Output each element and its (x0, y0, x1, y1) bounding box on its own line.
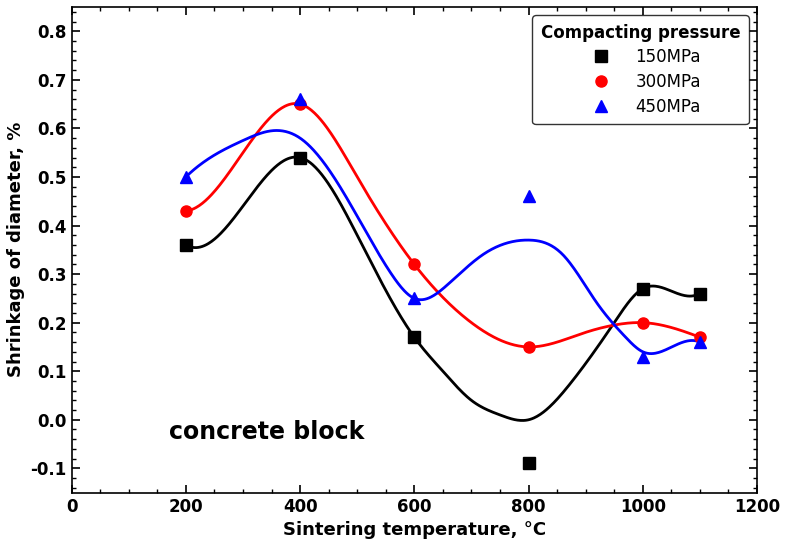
450MPa (695, 339, 704, 346)
150MPa (181, 242, 190, 248)
300MPa (409, 261, 419, 268)
150MPa (295, 154, 305, 161)
Text: concrete block: concrete block (168, 420, 364, 444)
450MPa (409, 295, 419, 301)
450MPa (524, 193, 534, 200)
300MPa (524, 343, 534, 350)
Line: 300MPa: 300MPa (180, 98, 705, 353)
300MPa (638, 319, 648, 326)
300MPa (181, 207, 190, 214)
450MPa (295, 96, 305, 103)
150MPa (695, 290, 704, 297)
300MPa (695, 334, 704, 341)
Legend: 150MPa, 300MPa, 450MPa: 150MPa, 300MPa, 450MPa (532, 15, 748, 124)
X-axis label: Sintering temperature, °C: Sintering temperature, °C (283, 521, 546, 539)
150MPa (524, 460, 534, 467)
150MPa (409, 334, 419, 341)
Y-axis label: Shrinkage of diameter, %: Shrinkage of diameter, % (7, 122, 25, 377)
450MPa (181, 174, 190, 180)
Line: 450MPa: 450MPa (180, 94, 705, 362)
300MPa (295, 101, 305, 108)
Line: 150MPa: 150MPa (180, 152, 705, 469)
450MPa (638, 353, 648, 360)
150MPa (638, 286, 648, 292)
